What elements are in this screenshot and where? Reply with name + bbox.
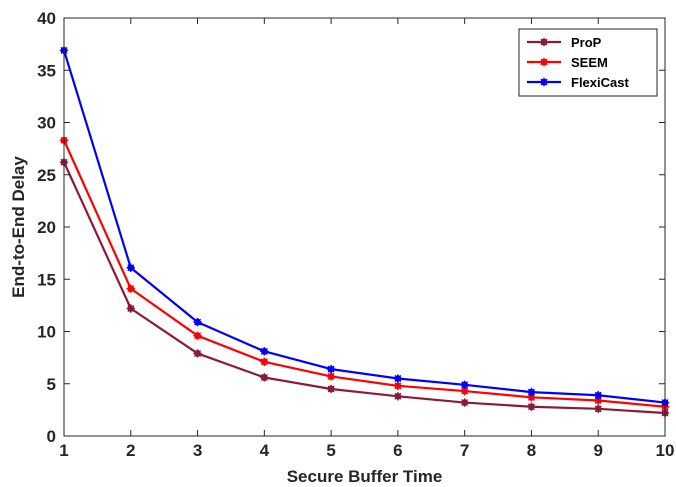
legend-label-seem: SEEM: [571, 55, 608, 70]
data-point-seem-9-cross: [594, 396, 603, 405]
y-tick-label: 5: [47, 375, 56, 394]
y-tick-label: 10: [37, 323, 56, 342]
x-tick-label: 9: [593, 441, 602, 460]
data-point-seem-7-cross: [460, 386, 469, 396]
axes-layer: 1 2 3 4 5 6 7 8 9 10 0 5 10 15 20 25 30 35 40: [37, 9, 674, 460]
legend-label-flexicast: FlexiCast: [571, 75, 629, 90]
legend: ProP SEEM FlexiCast: [518, 28, 658, 97]
x-tick-label: 7: [460, 441, 469, 460]
data-point-flexicast-2-cross: [126, 263, 135, 272]
x-tick-label: 2: [126, 441, 135, 460]
data-point-flexicast-8-cross: [527, 387, 536, 397]
series-line-flexicast: [62, 50, 666, 404]
x-tick-label: 1: [59, 441, 68, 460]
data-point-seem-2-cross: [126, 284, 135, 293]
x-tick-label: 5: [326, 441, 335, 460]
data-point-prop-3-cross: [193, 349, 202, 358]
legend-label-prop: ProP: [571, 35, 602, 50]
data-point-flexicast-5-cross: [326, 364, 336, 374]
y-tick-label: 0: [47, 427, 56, 446]
data-point-seem-3-cross: [193, 331, 202, 340]
legend-marker-flexicast-cross: [539, 77, 549, 87]
data-point-seem-4-cross: [260, 357, 269, 367]
y-axis-title: End-to-End Delay: [9, 156, 28, 298]
y-tick-label: 20: [37, 218, 56, 237]
data-point-prop-7-cross: [460, 398, 469, 407]
y-tick-label: 35: [37, 61, 56, 80]
y-tick-label: 25: [37, 166, 56, 185]
data-point-flexicast-9-cross: [594, 391, 603, 400]
series-prop: [59, 158, 670, 418]
legend-marker-seem-cross: [539, 57, 549, 67]
series-layer: [59, 46, 670, 418]
y-tick-label: 30: [37, 114, 56, 133]
data-point-prop-4-cross: [260, 373, 269, 382]
series-line-seem: [62, 139, 666, 408]
legend-item-flexicast: FlexiCast: [527, 75, 629, 90]
data-point-flexicast-4-cross: [260, 347, 269, 356]
x-tick-label: 6: [393, 441, 402, 460]
legend-marker-prop-cross: [539, 37, 549, 47]
data-point-prop-9-cross: [594, 404, 603, 414]
data-point-prop-6-cross: [393, 392, 403, 401]
legend-item-seem: SEEM: [527, 55, 608, 70]
data-point-flexicast-7-cross: [460, 380, 469, 389]
data-point-prop-8-cross: [527, 402, 536, 411]
data-point-seem-5-cross: [326, 372, 336, 381]
x-tick-label: 4: [260, 441, 270, 460]
data-point-prop-5-cross: [326, 384, 336, 394]
x-axis-title: Secure Buffer Time: [287, 467, 443, 486]
legend-item-prop: ProP: [527, 35, 602, 50]
x-tick-label: 3: [193, 441, 202, 460]
series-line-prop: [62, 161, 666, 415]
x-tick-label: 10: [656, 441, 675, 460]
data-point-flexicast-6-cross: [393, 374, 403, 383]
data-point-prop-2-cross: [126, 304, 135, 313]
data-point-flexicast-3-cross: [193, 317, 202, 327]
x-tick-label: 8: [527, 441, 536, 460]
series-flexicast: [59, 46, 670, 407]
data-point-seem-8-cross: [527, 393, 536, 402]
y-tick-label: 15: [37, 270, 56, 289]
data-point-seem-6-cross: [393, 381, 403, 391]
y-tick-label: 40: [37, 9, 56, 28]
